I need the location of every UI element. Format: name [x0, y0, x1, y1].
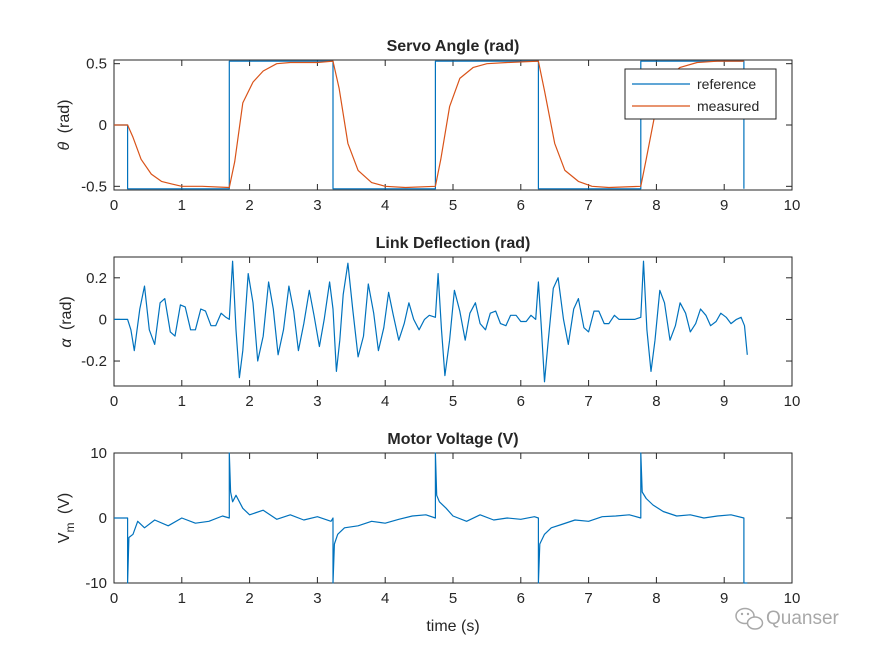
y-tick-label: 0.2: [86, 270, 107, 287]
chart-title: Link Deflection (rad): [376, 235, 531, 252]
x-tick-label: 7: [584, 393, 592, 410]
legend-label-measured: measured: [697, 98, 759, 114]
y-tick-label: -0.2: [81, 353, 107, 370]
y-tick-label: 10: [90, 445, 107, 462]
x-tick-label: 0: [110, 393, 118, 410]
y-axis-label: θ (rad): [56, 100, 73, 151]
x-tick-label: 7: [584, 197, 592, 214]
x-tick-label: 3: [313, 590, 321, 607]
x-tick-label: 4: [381, 393, 389, 410]
x-tick-label: 10: [784, 393, 801, 410]
x-tick-label: 1: [178, 590, 186, 607]
x-tick-label: 0: [110, 197, 118, 214]
chart-title: Servo Angle (rad): [387, 38, 520, 55]
watermark-text: Quanser: [766, 608, 840, 629]
y-tick-label: 0.5: [86, 56, 107, 73]
y-axis-label: α (rad): [58, 296, 75, 347]
subplot-motor-voltage: Motor Voltage (V) Vm (V) time (s) 0 1 2 3 4 5…: [56, 431, 800, 635]
y-tick-label: -0.5: [81, 178, 107, 195]
x-tick-label: 5: [449, 197, 457, 214]
x-tick-label: 6: [517, 590, 525, 607]
x-tick-label: 2: [245, 590, 253, 607]
x-tick-label: 9: [720, 590, 728, 607]
x-tick-label: 8: [652, 197, 660, 214]
watermark: Quanser: [735, 607, 840, 630]
wechat-icon: [735, 607, 764, 630]
series-line-Vm: [114, 452, 748, 584]
x-tick-label: 5: [449, 393, 457, 410]
x-tick-label: 8: [652, 393, 660, 410]
subplot-servo-angle: Servo Angle (rad) θ (rad) 0 1 2 3 4 5 6 7 8 9 10 -0…: [56, 38, 800, 214]
x-tick-label: 9: [720, 197, 728, 214]
x-tick-label: 8: [652, 590, 660, 607]
x-tick-label: 3: [313, 197, 321, 214]
legend-box: [624, 68, 777, 120]
x-tick-label: 4: [381, 197, 389, 214]
x-tick-label: 4: [381, 590, 389, 607]
series-group: [114, 260, 748, 383]
x-tick-label: 3: [313, 393, 321, 410]
x-tick-label: 9: [720, 393, 728, 410]
series-group: [114, 452, 748, 584]
x-tick-label: 5: [449, 590, 457, 607]
x-tick-label: 6: [517, 197, 525, 214]
x-tick-label: 2: [245, 393, 253, 410]
series-line-measured: [114, 60, 744, 189]
y-tick-label: 0: [99, 311, 107, 328]
y-axis-label: Vm (V): [56, 493, 78, 543]
x-tick-label: 6: [517, 393, 525, 410]
x-tick-label: 1: [178, 197, 186, 214]
subplot-link-deflection: Link Deflection (rad) α (rad) 0 1 2 3 4 5 6 7 8 9…: [58, 235, 800, 410]
y-tick-label: -10: [85, 575, 107, 592]
x-tick-label: 10: [784, 590, 801, 607]
series-line-alpha: [114, 260, 748, 383]
x-tick-label: 10: [784, 197, 801, 214]
x-axis-label: time (s): [426, 618, 479, 635]
legend: reference measured: [624, 68, 777, 120]
tick-group: 0 1 2 3 4 5 6 7 8 9 10 -0.2 0 0.2: [81, 257, 800, 410]
axes-box: [113, 452, 793, 584]
chart-title: Motor Voltage (V): [387, 431, 518, 448]
x-tick-label: 0: [110, 590, 118, 607]
legend-label-reference: reference: [697, 76, 756, 92]
x-tick-label: 2: [245, 197, 253, 214]
y-tick-label: 0: [99, 510, 107, 527]
x-tick-label: 7: [584, 590, 592, 607]
x-tick-label: 1: [178, 393, 186, 410]
axes-box: [113, 256, 793, 387]
y-tick-label: 0: [99, 117, 107, 134]
